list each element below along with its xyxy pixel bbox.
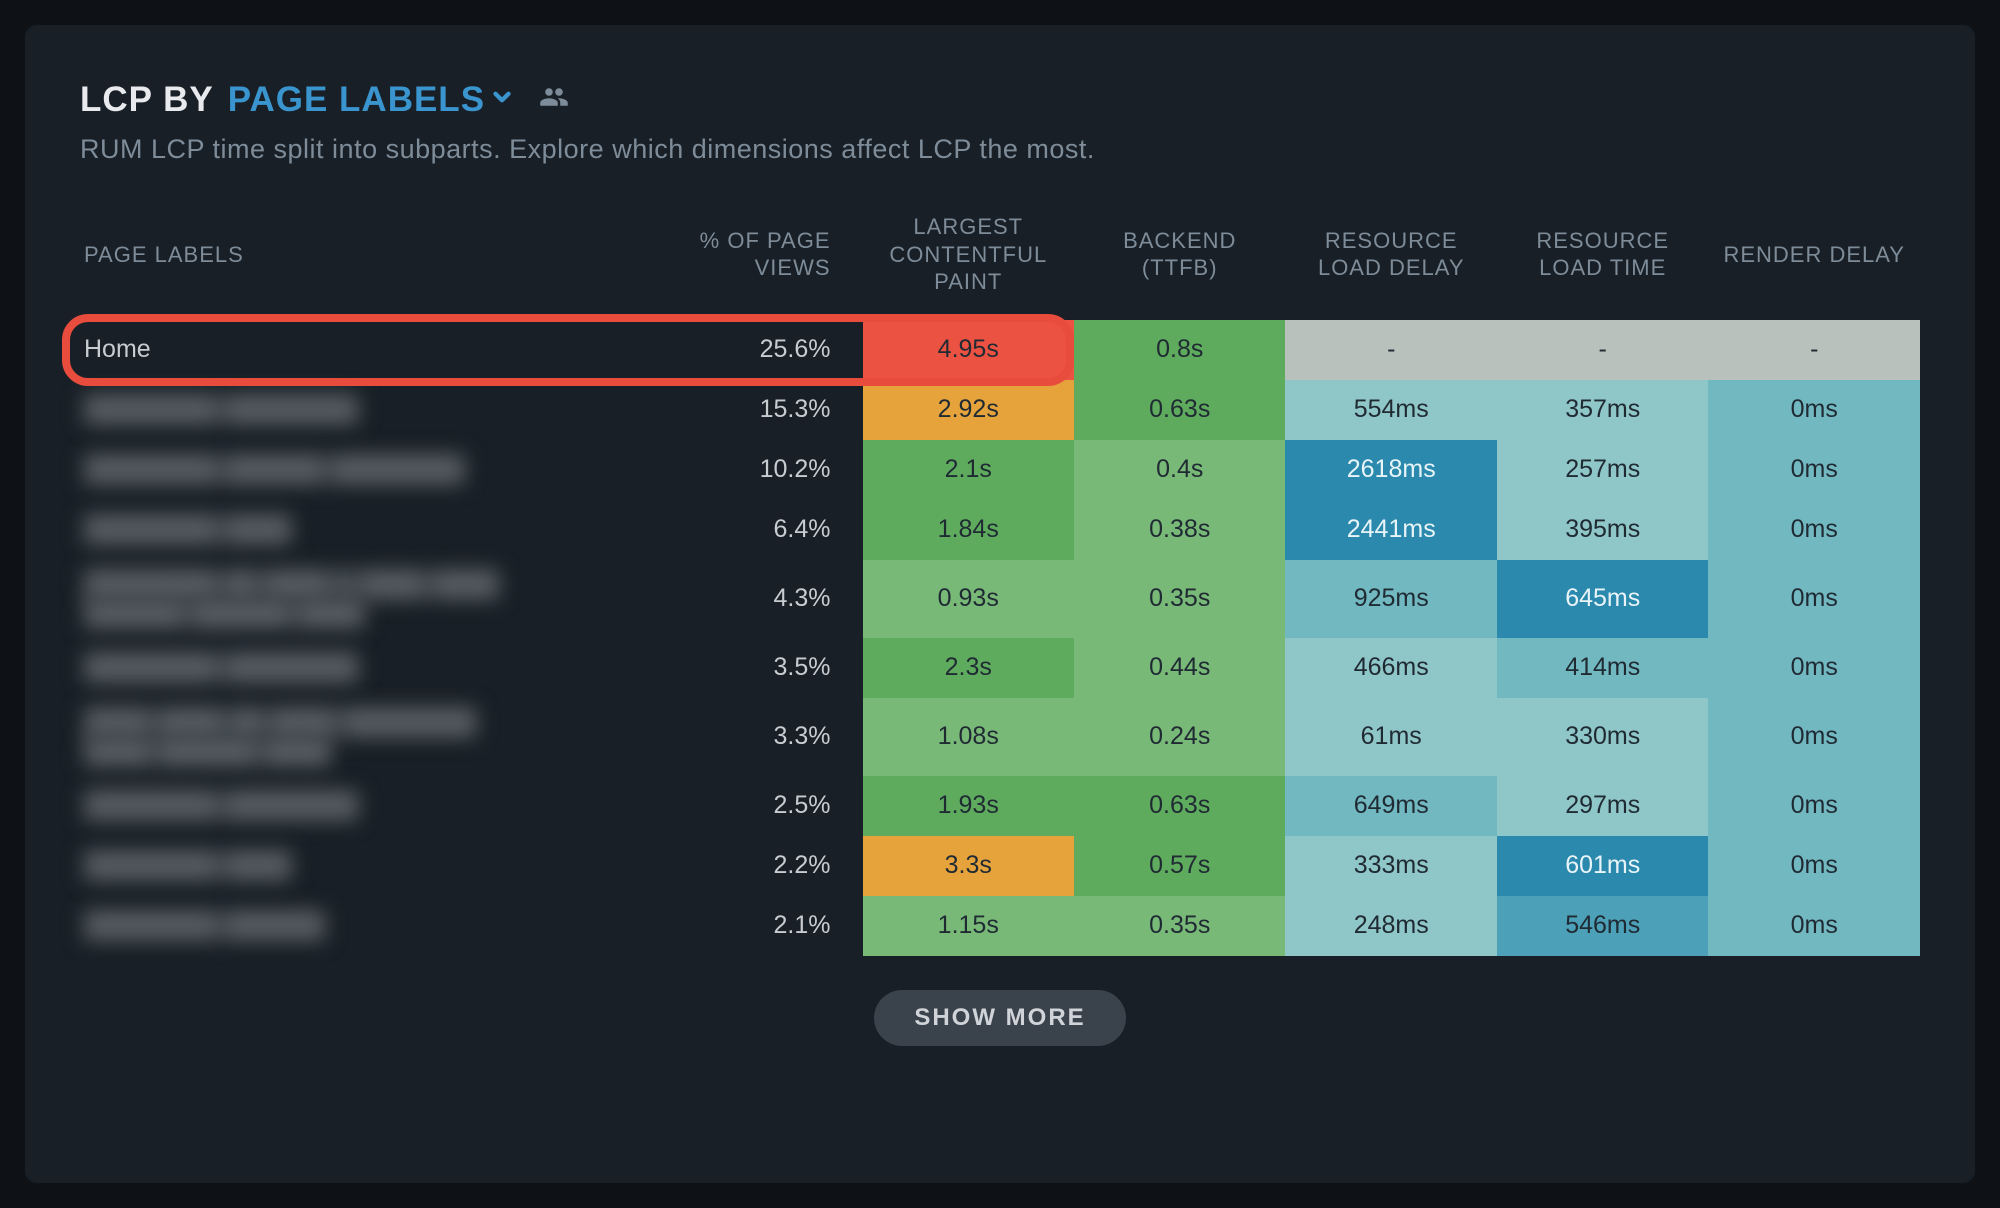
heat-cell: 3.3s [863, 836, 1074, 896]
heat-cell: 2.3s [863, 638, 1074, 698]
heat-cell: 0ms [1708, 776, 1920, 836]
heat-cell: 4.95s [863, 320, 1074, 380]
column-header[interactable]: RENDER DELAY [1708, 203, 1920, 320]
heat-cell: 2441ms [1285, 500, 1496, 560]
column-header[interactable]: PAGE LABELS [80, 203, 630, 320]
table-row[interactable]: ████████ ████2.2%3.3s0.57s333ms601ms0ms [80, 836, 1920, 896]
heat-cell: 0ms [1708, 836, 1920, 896]
row-label: ████████ ██████ [80, 896, 630, 956]
show-more-wrap: SHOW MORE [80, 990, 1920, 1046]
heat-cell: 330ms [1497, 698, 1708, 776]
table-row[interactable]: ████████ ██████ ████████10.2%2.1s0.4s261… [80, 440, 1920, 500]
row-pct: 2.5% [630, 776, 863, 836]
column-header[interactable]: RESOURCE LOAD DELAY [1285, 203, 1496, 320]
row-pct: 3.5% [630, 638, 863, 698]
heat-cell: 0ms [1708, 380, 1920, 440]
row-label: ████ ████ ██ ████ ████████████ ██████ ██… [80, 698, 630, 776]
heat-cell: 0.24s [1074, 698, 1285, 776]
heat-cell: 2.1s [863, 440, 1074, 500]
column-header[interactable]: LARGEST CONTENTFUL PAINT [863, 203, 1074, 320]
row-label: ████████ ██ ████ █ ████ ██████████ █████… [80, 560, 630, 638]
row-pct: 2.2% [630, 836, 863, 896]
table-header-row: PAGE LABELS% OF PAGE VIEWSLARGEST CONTEN… [80, 203, 1920, 320]
table-row[interactable]: ████████ ████████15.3%2.92s0.63s554ms357… [80, 380, 1920, 440]
row-label: ████████ ████████ [80, 776, 630, 836]
heat-cell: 0.63s [1074, 776, 1285, 836]
row-label: ████████ ██████ ████████ [80, 440, 630, 500]
dimension-dropdown[interactable]: PAGE LABELS [228, 80, 515, 120]
table-row[interactable]: ████ ████ ██ ████ ████████████ ██████ ██… [80, 698, 1920, 776]
heat-cell: 0ms [1708, 500, 1920, 560]
heat-cell: 61ms [1285, 698, 1496, 776]
heat-cell: 1.84s [863, 500, 1074, 560]
heat-cell: 649ms [1285, 776, 1496, 836]
heat-cell: 414ms [1497, 638, 1708, 698]
heat-cell: 0.8s [1074, 320, 1285, 380]
row-label: ████████ ████ [80, 836, 630, 896]
heat-cell: 925ms [1285, 560, 1496, 638]
row-label: ████████ ████████ [80, 638, 630, 698]
heat-cell: 0ms [1708, 698, 1920, 776]
heat-cell: 297ms [1497, 776, 1708, 836]
heat-cell: 1.08s [863, 698, 1074, 776]
heat-cell: 0.57s [1074, 836, 1285, 896]
heat-cell: 333ms [1285, 836, 1496, 896]
lcp-table: PAGE LABELS% OF PAGE VIEWSLARGEST CONTEN… [80, 203, 1920, 956]
heat-cell: - [1497, 320, 1708, 380]
row-pct: 2.1% [630, 896, 863, 956]
heat-cell: 0.44s [1074, 638, 1285, 698]
heat-cell: 0.4s [1074, 440, 1285, 500]
heat-cell: 257ms [1497, 440, 1708, 500]
heat-cell: 1.15s [863, 896, 1074, 956]
row-pct: 25.6% [630, 320, 863, 380]
panel-subtitle: RUM LCP time split into subparts. Explor… [80, 134, 1920, 165]
lcp-panel: LCP BY PAGE LABELS RUM LCP time split in… [25, 25, 1975, 1183]
heat-cell: 546ms [1497, 896, 1708, 956]
heat-cell: 2.92s [863, 380, 1074, 440]
heat-cell: 0.35s [1074, 896, 1285, 956]
row-pct: 15.3% [630, 380, 863, 440]
heat-cell: - [1708, 320, 1920, 380]
panel-title-row: LCP BY PAGE LABELS [80, 80, 1920, 120]
table-row[interactable]: Home25.6%4.95s0.8s--- [80, 320, 1920, 380]
heat-cell: 601ms [1497, 836, 1708, 896]
column-header[interactable]: RESOURCE LOAD TIME [1497, 203, 1708, 320]
row-pct: 6.4% [630, 500, 863, 560]
column-header[interactable]: BACKEND (TTFB) [1074, 203, 1285, 320]
table-row[interactable]: ████████ ██████2.1%1.15s0.35s248ms546ms0… [80, 896, 1920, 956]
heat-cell: 357ms [1497, 380, 1708, 440]
people-icon[interactable] [539, 82, 569, 119]
heat-cell: 0.35s [1074, 560, 1285, 638]
row-label: Home [80, 320, 630, 380]
chevron-down-icon [489, 84, 515, 117]
heat-cell: 1.93s [863, 776, 1074, 836]
show-more-button[interactable]: SHOW MORE [874, 990, 1125, 1046]
row-pct: 3.3% [630, 698, 863, 776]
heat-cell: - [1285, 320, 1496, 380]
heat-cell: 2618ms [1285, 440, 1496, 500]
row-label: ████████ ████████ [80, 380, 630, 440]
heat-cell: 0ms [1708, 560, 1920, 638]
panel-title-dimension: PAGE LABELS [228, 80, 485, 120]
heat-cell: 554ms [1285, 380, 1496, 440]
table-row[interactable]: ████████ ██ ████ █ ████ ██████████ █████… [80, 560, 1920, 638]
panel-title-lead: LCP BY [80, 80, 214, 120]
row-pct: 4.3% [630, 560, 863, 638]
row-label: ████████ ████ [80, 500, 630, 560]
heat-cell: 395ms [1497, 500, 1708, 560]
heat-cell: 466ms [1285, 638, 1496, 698]
heat-cell: 0.38s [1074, 500, 1285, 560]
heat-cell: 0ms [1708, 440, 1920, 500]
heat-cell: 248ms [1285, 896, 1496, 956]
heat-cell: 0ms [1708, 638, 1920, 698]
table-row[interactable]: ████████ ████6.4%1.84s0.38s2441ms395ms0m… [80, 500, 1920, 560]
heat-cell: 0ms [1708, 896, 1920, 956]
heat-cell: 645ms [1497, 560, 1708, 638]
column-header[interactable]: % OF PAGE VIEWS [630, 203, 863, 320]
table-row[interactable]: ████████ ████████2.5%1.93s0.63s649ms297m… [80, 776, 1920, 836]
heat-cell: 0.93s [863, 560, 1074, 638]
table-row[interactable]: ████████ ████████3.5%2.3s0.44s466ms414ms… [80, 638, 1920, 698]
row-pct: 10.2% [630, 440, 863, 500]
heat-cell: 0.63s [1074, 380, 1285, 440]
